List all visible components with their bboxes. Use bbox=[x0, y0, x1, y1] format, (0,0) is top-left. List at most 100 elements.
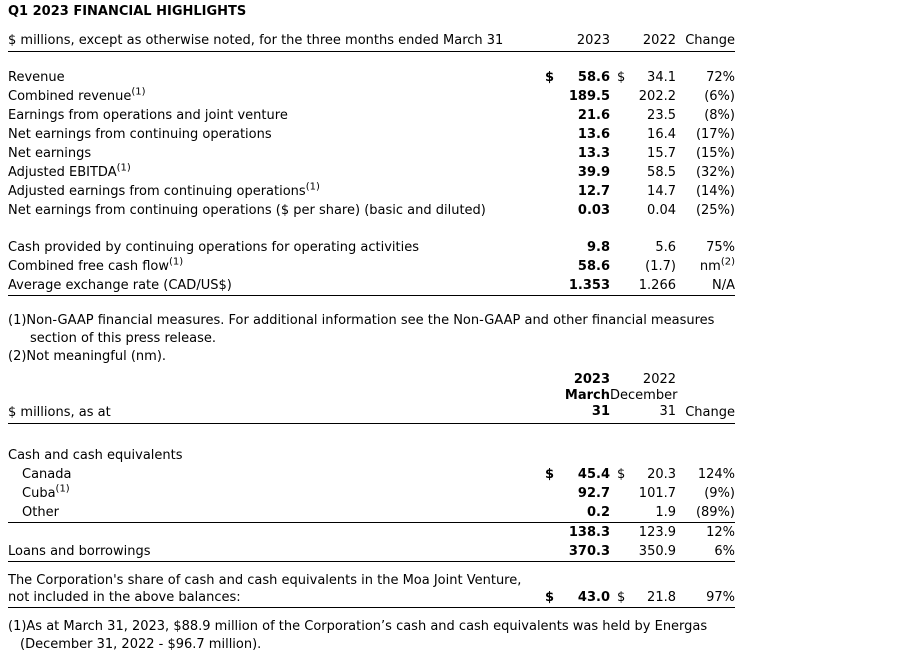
change-value: (14%) bbox=[695, 184, 735, 199]
currency-2023 bbox=[543, 523, 561, 543]
currency-2023 bbox=[543, 276, 561, 296]
currency-2023 bbox=[543, 182, 561, 201]
change-value: N/A bbox=[676, 276, 735, 296]
row-label: Net earnings bbox=[8, 146, 92, 161]
change-value: 124% bbox=[697, 467, 736, 482]
change-value: (9%) bbox=[704, 486, 736, 501]
table-row: Adjusted EBITDA(1) 39.9 58.5 (32%) bbox=[8, 163, 735, 182]
currency-2022 bbox=[610, 542, 628, 562]
row-label bbox=[8, 523, 543, 543]
change-value: (8%) bbox=[704, 108, 735, 123]
amount-2022: 23.5 bbox=[647, 108, 676, 123]
table-row: Canada $ 45.4 $ 20.3 124% bbox=[8, 465, 735, 484]
amount-2023: 12.7 bbox=[577, 184, 610, 199]
amount-2022: 350.9 bbox=[628, 542, 677, 562]
footnote-marker: (1) bbox=[116, 162, 131, 174]
currency-2023 bbox=[543, 446, 561, 465]
currency-2022 bbox=[610, 503, 628, 523]
currency-2023 bbox=[543, 201, 561, 220]
row-label: Average exchange rate (CAD/US$) bbox=[8, 276, 543, 296]
page-title: Q1 2023 FINANCIAL HIGHLIGHTS bbox=[8, 4, 247, 19]
change-value: (25%) bbox=[695, 203, 735, 218]
table-caption: $ millions, except as otherwise noted, f… bbox=[8, 33, 543, 52]
currency-2023 bbox=[543, 163, 561, 182]
footnote-marker: (1) bbox=[305, 181, 320, 193]
footnote-marker: (1) bbox=[168, 256, 184, 268]
change-value: 72% bbox=[706, 70, 735, 85]
amount-2023: 189.5 bbox=[568, 89, 610, 104]
moa-joint-venture-table: The Corporation's share of cash and cash… bbox=[8, 572, 735, 608]
amount-2022: (1.7) bbox=[645, 259, 676, 274]
currency-2023 bbox=[543, 106, 561, 125]
row-label: Combined revenue(1) bbox=[8, 86, 146, 104]
table-header-row: $ millions, as at 2023 March 31 2022 Dec… bbox=[8, 372, 736, 424]
footnote-1-line-1: (1)As at March 31, 2023, $88.9 million o… bbox=[8, 619, 708, 634]
row-label: Other bbox=[8, 503, 543, 523]
spacer-row bbox=[8, 220, 735, 238]
footnote-1-line-2: (December 31, 2022 - $96.7 million). bbox=[20, 637, 262, 652]
row-label: Adjusted EBITDA(1) bbox=[8, 162, 131, 180]
table-row: Revenue $ 58.6 $ 34.1 72% bbox=[8, 68, 735, 87]
column-header-change: Change bbox=[676, 33, 735, 52]
quarterly-highlights-table: $ millions, except as otherwise noted, f… bbox=[8, 33, 735, 296]
amount-2022: 14.7 bbox=[647, 184, 676, 199]
table-row: Cash provided by continuing operations f… bbox=[8, 238, 735, 257]
change-value: nm(2) bbox=[699, 256, 735, 274]
table-row: Combined free cash flow(1) 58.6 (1.7) nm… bbox=[8, 257, 735, 276]
currency-2023 bbox=[543, 144, 561, 163]
currency-2022 bbox=[610, 125, 628, 144]
currency-2023 bbox=[543, 484, 561, 503]
table-row: Adjusted earnings from continuing operat… bbox=[8, 182, 735, 201]
currency-2023: $ bbox=[545, 467, 555, 482]
currency-2022 bbox=[610, 276, 628, 296]
amount-2022: 15.7 bbox=[647, 146, 676, 161]
amount-2022: 34.1 bbox=[647, 70, 676, 85]
footnotes-table2: (1)As at March 31, 2023, $88.9 million o… bbox=[8, 618, 902, 654]
row-label: Net earnings from continuing operations bbox=[8, 127, 272, 142]
currency-2022 bbox=[610, 163, 628, 182]
column-header-2022: 2022 December 31 bbox=[610, 372, 678, 424]
currency-2023 bbox=[543, 238, 561, 257]
table-caption: $ millions, as at bbox=[8, 372, 543, 424]
amount-2022: 0.04 bbox=[647, 203, 676, 218]
table-header-row: $ millions, except as otherwise noted, f… bbox=[8, 33, 735, 52]
amount-2023 bbox=[561, 446, 610, 465]
amount-2023: 43.0 bbox=[561, 589, 610, 608]
header-year-2023: 2023 bbox=[573, 372, 610, 387]
column-header-2023: 2023 bbox=[543, 33, 610, 52]
change-value: (15%) bbox=[695, 146, 735, 161]
row-label: Combined free cash flow(1) bbox=[8, 256, 184, 274]
row-label: Cash and cash equivalents bbox=[8, 448, 183, 463]
currency-2023: $ bbox=[543, 589, 561, 608]
row-label: Canada bbox=[22, 467, 72, 482]
amount-2023: 0.2 bbox=[561, 503, 610, 523]
moa-note-line-1: The Corporation's share of cash and cash… bbox=[8, 573, 522, 588]
change-value: 6% bbox=[676, 542, 736, 562]
currency-2023 bbox=[543, 542, 561, 562]
footnote-marker: (2) bbox=[720, 256, 735, 268]
change-value: (6%) bbox=[704, 89, 735, 104]
amount-2023: 13.3 bbox=[577, 146, 610, 161]
row-label: Earnings from operations and joint ventu… bbox=[8, 108, 288, 123]
spacer-row bbox=[8, 52, 735, 69]
amount-2022: 58.5 bbox=[647, 165, 676, 180]
amount-2023: 370.3 bbox=[561, 542, 610, 562]
change-value: (17%) bbox=[695, 127, 735, 142]
amount-2023: 45.4 bbox=[577, 467, 610, 482]
column-header-change: Change bbox=[676, 372, 736, 424]
amount-2022: 202.2 bbox=[638, 89, 676, 104]
header-day-2023: 31 bbox=[591, 404, 610, 419]
amount-2022: 21.8 bbox=[628, 589, 676, 608]
footnote-1-line-2: section of this press release. bbox=[30, 331, 216, 346]
currency-2022 bbox=[610, 201, 628, 220]
footnote-1-line-1: (1)Non-GAAP financial measures. For addi… bbox=[8, 313, 715, 328]
header-day-2022: 31 bbox=[659, 404, 677, 419]
row-label: Loans and borrowings bbox=[8, 542, 543, 562]
table-row: Other 0.2 1.9 (89%) bbox=[8, 503, 736, 523]
moa-note-line-2: not included in the above balances: $ 43… bbox=[8, 589, 735, 608]
header-month-2022: December bbox=[610, 388, 678, 403]
currency-2023 bbox=[543, 257, 561, 276]
footnote-2: (2)Not meaningful (nm). bbox=[8, 349, 167, 364]
